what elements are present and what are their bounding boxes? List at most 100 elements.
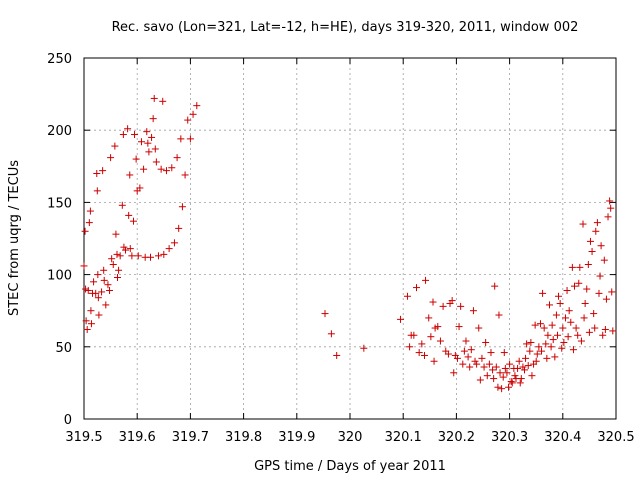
data-point xyxy=(159,97,167,105)
data-point xyxy=(397,315,405,323)
data-point xyxy=(422,276,430,284)
data-point xyxy=(558,344,566,352)
data-point xyxy=(507,377,515,385)
data-point xyxy=(551,353,559,361)
data-point xyxy=(503,369,511,377)
data-point xyxy=(160,250,168,258)
data-point xyxy=(517,375,525,383)
data-points xyxy=(80,94,617,393)
x-tick-label: 319.8 xyxy=(225,430,262,445)
data-point xyxy=(556,299,564,307)
data-point xyxy=(148,133,156,141)
data-point xyxy=(152,158,160,166)
y-tick-label: 50 xyxy=(55,341,72,356)
data-point xyxy=(559,324,567,332)
data-point xyxy=(128,252,136,260)
data-point xyxy=(569,346,577,354)
data-point xyxy=(140,165,148,173)
data-point xyxy=(94,271,102,279)
data-point xyxy=(469,307,477,315)
data-point xyxy=(444,350,452,358)
data-point xyxy=(555,292,563,300)
data-point xyxy=(86,207,94,215)
data-point xyxy=(162,167,170,175)
data-point xyxy=(120,243,128,251)
data-point xyxy=(121,246,129,254)
data-point xyxy=(478,354,486,362)
data-point xyxy=(460,347,468,355)
data-point xyxy=(459,360,467,368)
x-tick-labels: 319.5 319.6 319.7 319.8 319.9 320 320.1 320.2 32… xyxy=(65,430,634,445)
data-point xyxy=(98,288,106,296)
data-point xyxy=(93,170,101,178)
data-point xyxy=(544,331,552,339)
data-point xyxy=(539,289,547,297)
data-point xyxy=(609,327,617,335)
data-point xyxy=(549,336,557,344)
data-point xyxy=(157,165,165,173)
data-point xyxy=(581,299,589,307)
data-point xyxy=(547,343,555,351)
data-point xyxy=(495,311,503,319)
data-point xyxy=(453,354,461,362)
data-point xyxy=(536,320,544,328)
data-point xyxy=(498,385,506,393)
data-point xyxy=(126,171,134,179)
data-point xyxy=(112,230,120,238)
data-point xyxy=(448,297,456,305)
data-point xyxy=(572,324,580,332)
data-point xyxy=(124,125,132,133)
data-point xyxy=(173,154,181,162)
y-tick-label: 200 xyxy=(47,124,72,139)
data-point xyxy=(410,331,418,339)
data-point xyxy=(125,211,133,219)
data-point xyxy=(526,347,534,355)
data-point xyxy=(579,220,587,228)
data-point xyxy=(564,333,572,341)
data-point xyxy=(560,338,568,346)
data-point xyxy=(515,357,523,365)
data-point xyxy=(118,201,126,209)
data-point xyxy=(434,323,442,331)
data-point xyxy=(487,349,495,357)
data-point xyxy=(457,302,465,310)
data-point xyxy=(575,279,583,287)
data-point xyxy=(360,344,368,352)
data-point xyxy=(601,325,609,333)
data-point xyxy=(590,310,598,318)
data-point xyxy=(92,289,100,297)
data-point xyxy=(496,369,504,377)
data-point xyxy=(149,115,157,123)
y-tick-label: 100 xyxy=(47,269,72,284)
axis-ticks xyxy=(83,57,617,420)
data-point xyxy=(505,383,513,391)
data-point xyxy=(170,239,178,247)
data-point xyxy=(430,357,438,365)
data-point xyxy=(471,357,479,365)
data-point xyxy=(100,266,108,274)
data-point xyxy=(83,325,91,333)
data-point xyxy=(193,102,201,110)
data-point xyxy=(113,250,121,258)
data-point xyxy=(84,286,92,294)
data-point xyxy=(527,338,535,346)
y-axis-label: STEC from uqrg / TECUs xyxy=(7,160,22,316)
data-point xyxy=(548,321,556,329)
data-point xyxy=(418,340,426,348)
data-point xyxy=(473,360,481,368)
data-point xyxy=(136,184,144,192)
x-tick-label: 319.7 xyxy=(172,430,209,445)
data-point xyxy=(467,346,475,354)
x-tick-label: 320 xyxy=(338,430,363,445)
x-tick-label: 319.6 xyxy=(119,430,156,445)
data-point xyxy=(546,301,553,309)
data-point xyxy=(82,317,90,325)
data-point xyxy=(600,256,608,264)
data-point xyxy=(111,142,119,150)
data-point xyxy=(154,252,162,260)
data-point xyxy=(429,298,437,306)
data-point xyxy=(81,227,89,235)
data-point xyxy=(585,328,593,336)
data-point xyxy=(85,219,93,227)
data-point xyxy=(134,252,142,260)
